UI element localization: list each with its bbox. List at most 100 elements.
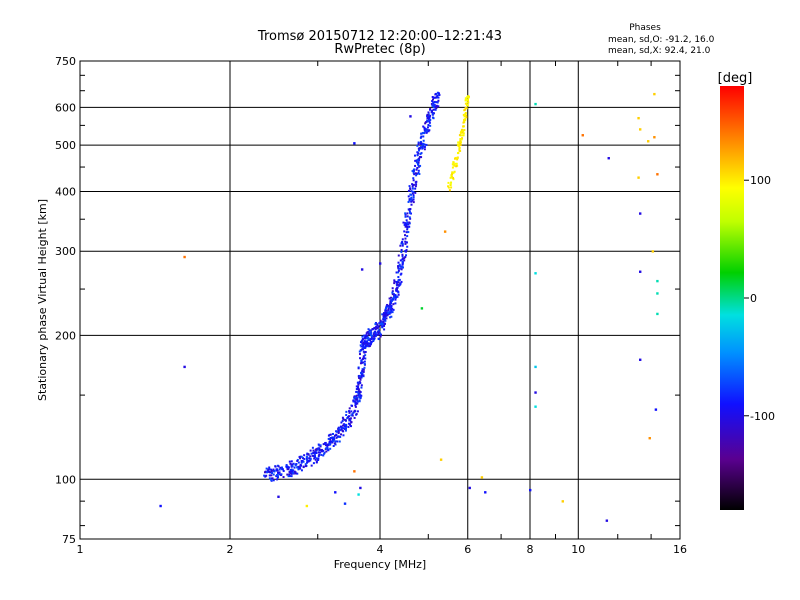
o-trace-point <box>414 191 417 194</box>
o-trace-point <box>357 400 360 403</box>
o-trace-point <box>420 152 423 155</box>
o-trace-point <box>419 164 422 167</box>
o-trace-point <box>385 317 388 320</box>
o-trace-point <box>432 106 435 109</box>
o-trace-point <box>345 410 348 413</box>
o-trace-point <box>363 366 366 369</box>
x-trace-point <box>458 134 461 137</box>
o-trace-point <box>333 442 336 445</box>
o-trace-point <box>392 303 395 306</box>
o-trace-point <box>349 417 352 420</box>
o-trace-point <box>421 147 424 150</box>
o-trace-point <box>361 339 364 342</box>
x-trace-point <box>450 181 453 184</box>
o-trace-point <box>354 396 357 399</box>
o-trace-point <box>429 118 432 121</box>
o-trace-point <box>355 394 358 397</box>
o-trace-point <box>409 212 412 215</box>
y-axis-label: Stationary phase Virtual Height [km] <box>36 199 49 401</box>
o-trace-point <box>423 145 426 148</box>
o-trace-point <box>327 437 330 440</box>
x-trace-point <box>454 162 457 165</box>
o-trace-point <box>333 438 336 441</box>
o-trace-point <box>405 222 408 225</box>
o-trace-point <box>331 436 334 439</box>
o-trace-point <box>418 147 421 150</box>
o-trace-point <box>326 444 329 447</box>
o-trace-point <box>345 414 348 417</box>
o-trace-point <box>401 238 404 241</box>
o-trace-point <box>386 314 389 317</box>
x-trace-point <box>461 128 464 131</box>
scatter-point <box>529 488 532 492</box>
o-trace-point <box>267 468 270 471</box>
o-trace-point <box>358 400 361 403</box>
o-trace-point <box>272 473 275 476</box>
o-trace-point <box>412 171 415 174</box>
o-trace-point <box>398 263 401 266</box>
x-trace-point <box>463 114 466 117</box>
o-trace-point <box>387 307 390 310</box>
o-trace-point <box>317 448 320 451</box>
o-trace-point <box>296 472 299 475</box>
o-trace-point <box>411 170 414 173</box>
colorbar-tick-label: 0 <box>750 292 757 305</box>
o-trace-point <box>272 468 275 471</box>
o-trace-point <box>407 189 410 192</box>
x-trace-point <box>455 165 458 168</box>
x-trace-point <box>464 118 467 121</box>
o-trace-point <box>297 461 300 464</box>
scatter-point <box>379 262 382 265</box>
o-trace-point <box>268 466 271 469</box>
o-trace-point <box>415 159 418 162</box>
o-trace-point <box>340 428 343 431</box>
o-trace-point <box>362 368 365 371</box>
o-trace-point <box>397 265 400 268</box>
o-trace-point <box>312 462 315 465</box>
o-trace-point <box>382 316 385 319</box>
o-trace-point <box>374 333 377 336</box>
o-trace-point <box>357 394 360 397</box>
o-trace-point <box>377 338 380 341</box>
o-trace-point <box>377 331 380 334</box>
o-trace-point <box>418 159 421 162</box>
o-trace-point <box>356 391 359 394</box>
o-trace-point <box>340 421 343 424</box>
o-trace-point <box>414 185 417 188</box>
o-trace-point <box>306 452 309 455</box>
o-trace-point <box>355 398 358 401</box>
o-trace-point <box>353 397 356 400</box>
o-trace-point <box>303 458 306 461</box>
o-trace-point <box>416 154 419 157</box>
o-trace-point <box>406 212 409 215</box>
o-trace-point <box>350 425 353 428</box>
scatter-point <box>648 436 651 440</box>
o-trace-point <box>427 111 430 114</box>
o-trace-point <box>416 144 419 147</box>
o-trace-point <box>341 416 344 419</box>
x-trace-point <box>467 96 470 99</box>
o-trace-point <box>363 334 366 337</box>
o-trace-point <box>325 450 328 453</box>
o-trace-point <box>361 338 364 341</box>
o-trace-point <box>370 331 373 334</box>
o-trace-point <box>317 457 320 460</box>
o-trace-point <box>292 472 295 475</box>
o-trace-point <box>314 455 317 458</box>
o-trace-point <box>328 441 331 444</box>
o-trace-point <box>403 223 406 226</box>
o-trace-point <box>435 96 438 99</box>
scatter-point <box>484 491 487 494</box>
x-trace-point <box>463 129 466 132</box>
o-trace-point <box>405 219 408 222</box>
o-trace-point <box>396 281 399 284</box>
x-trace-point <box>450 176 453 179</box>
o-trace-point <box>363 340 366 343</box>
scatter-point <box>639 212 642 215</box>
x-trace-point <box>466 95 469 98</box>
o-trace-point <box>376 327 379 330</box>
o-trace-point <box>352 400 355 403</box>
x-trace-point <box>459 138 462 141</box>
o-trace-point <box>400 272 403 275</box>
o-trace-point <box>294 472 297 475</box>
